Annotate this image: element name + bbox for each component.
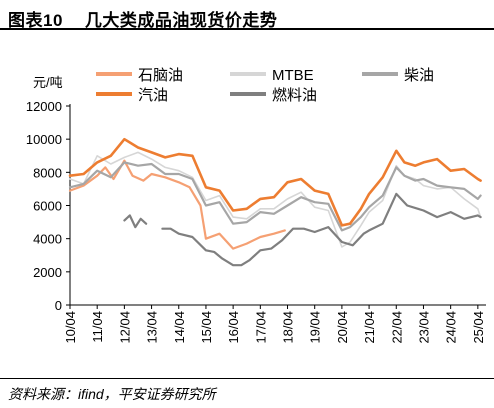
- footer: 资料来源：ifind，平安证券研究所: [0, 378, 494, 408]
- series-line-5: [123, 192, 482, 267]
- y-tick-label: 6000: [33, 199, 62, 214]
- y-tick-label: 4000: [33, 232, 62, 247]
- y-tick-label: 0: [55, 298, 62, 313]
- legend-label: 燃料油: [272, 86, 317, 104]
- x-tick-label: 25/04: [471, 311, 486, 344]
- x-tick-label: 20/04: [335, 311, 350, 344]
- x-tick-label: 13/04: [145, 311, 160, 344]
- x-tick-label: 12/04: [117, 311, 132, 344]
- chart-title: 图表10 几大类成品油现货价走势: [8, 6, 299, 31]
- x-tick-label: 24/04: [444, 311, 459, 344]
- line-chart: 元/吨 0 2000 4000 6000 8000 10000 12000 10/04 11/04…: [26, 67, 486, 344]
- series-line-3: [68, 161, 482, 232]
- figure-title: 几大类成品油现货价走势: [84, 11, 278, 30]
- footer-rule: [0, 378, 494, 379]
- x-tick-label: 17/04: [253, 311, 268, 344]
- legend-label: 石脑油: [138, 67, 183, 84]
- y-tick-label: 8000: [33, 165, 62, 180]
- title-bar: 图表10 几大类成品油现货价走势: [0, 0, 494, 30]
- series-line-2: [69, 151, 482, 248]
- x-tick-label: 16/04: [226, 311, 241, 344]
- legend-label: MTBE: [272, 67, 314, 84]
- y-tick-label: 2000: [33, 265, 62, 280]
- chart-area: 元/吨 0 2000 4000 6000 8000 10000 12000 10/04 11/04…: [0, 32, 494, 376]
- legend-label: 柴油: [404, 67, 434, 84]
- x-tick-label: 15/04: [199, 311, 214, 344]
- y-axis-label: 元/吨: [33, 75, 63, 90]
- series-line-1: [68, 159, 286, 250]
- x-tick-label: 10/04: [63, 311, 78, 344]
- source-note: 资料来源：ifind，平安证券研究所: [8, 386, 216, 402]
- x-tick-label: 23/04: [416, 311, 431, 344]
- x-tick-label: 22/04: [389, 311, 404, 344]
- legend-label: 汽油: [138, 87, 168, 104]
- x-tick-label: 21/04: [362, 311, 377, 344]
- y-tick-label: 10000: [26, 132, 62, 147]
- x-tick-label: 14/04: [172, 311, 187, 344]
- figure-label: 图表10: [8, 11, 63, 30]
- y-tick-label: 12000: [26, 99, 62, 114]
- title-rule: [0, 28, 494, 30]
- series-line-4: [68, 137, 482, 227]
- x-tick-label: 18/04: [281, 311, 296, 344]
- x-tick-label: 19/04: [308, 311, 323, 344]
- x-tick-label: 11/04: [90, 311, 105, 343]
